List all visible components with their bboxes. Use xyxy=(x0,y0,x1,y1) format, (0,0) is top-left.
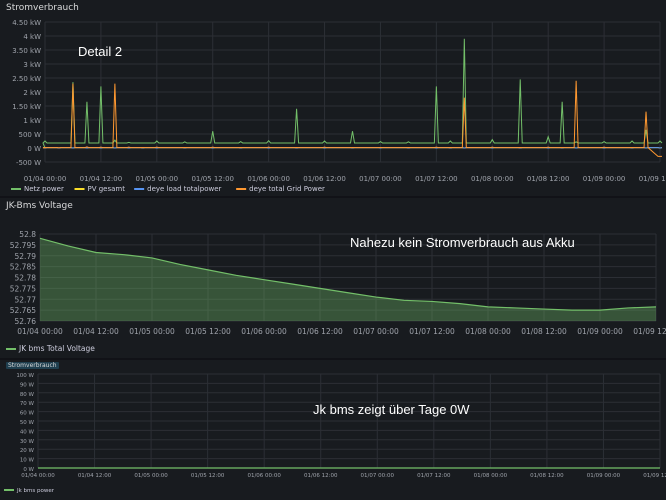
x-tick-label: 01/06 12:00 xyxy=(297,327,343,336)
legend-label: Netz power xyxy=(24,185,64,193)
x-tick-label: 01/04 00:00 xyxy=(24,175,67,183)
x-tick-label: 01/06 12:00 xyxy=(303,175,346,183)
annotation-zero-watt: Jk bms zeigt über Tage 0W xyxy=(313,402,470,417)
x-tick-label: 01/08 00:00 xyxy=(465,327,511,336)
panel-title[interactable]: JK-Bms Voltage xyxy=(6,201,73,211)
x-tick-label: 01/05 00:00 xyxy=(134,473,168,479)
y-tick-label: 90 W xyxy=(20,382,35,388)
x-tick-label: 01/07 12:00 xyxy=(409,327,455,336)
power-chart: -500 W 0 W 500 W 1 kW 1.50 kW 2 kW 2.50 kW 3 kW… xyxy=(11,19,666,193)
x-tick-label: 01/04 00:00 xyxy=(21,473,55,479)
jk-bms-voltage-panel: JK-Bms Voltage 52.76 52.765 52.77 52.775 52.… xyxy=(0,198,666,358)
y-tick-label: 52.76 xyxy=(15,317,37,326)
y-tick-label: 70 W xyxy=(20,401,35,407)
panel-title[interactable]: Stromverbrauch xyxy=(6,3,79,13)
y-tick-label: 52.77 xyxy=(15,295,37,304)
y-tick-label: 10 W xyxy=(20,458,35,464)
y-tick-label: 60 W xyxy=(20,411,35,417)
x-tick-label: 01/06 12:00 xyxy=(304,473,338,479)
x-tick-label: 01/08 12:00 xyxy=(527,175,570,183)
jk-bms-power-panel: Stromverbrauch 0 W 10 W 20 W 30 W 40 W 50 W 60… xyxy=(0,360,666,500)
y-tick-label: 3 kW xyxy=(23,61,41,69)
x-tick-label: 01/04 12:00 xyxy=(78,473,112,479)
legend-label: deye total Grid Power xyxy=(249,185,325,193)
series-line xyxy=(42,80,662,157)
x-tick-label: 01/06 00:00 xyxy=(247,473,281,479)
x-tick-label: 01/06 00:00 xyxy=(241,327,287,336)
y-tick-label: 52.78 xyxy=(15,274,37,283)
legend-label: JK bms Total Voltage xyxy=(18,344,95,353)
x-tick-label: 01/07 12:00 xyxy=(417,473,451,479)
y-tick-label: 30 W xyxy=(20,439,35,445)
x-tick-label: 01/08 00:00 xyxy=(471,175,514,183)
annotation-detail: Detail 2 xyxy=(78,44,123,59)
legend-swatch xyxy=(6,348,16,350)
x-tick-label: 01/04 12:00 xyxy=(80,175,123,183)
x-tick-label: 01/07 00:00 xyxy=(359,175,402,183)
stromverbrauch-panel: Stromverbrauch -500 W 0 W 500 W 1 kW 1.50 kW… xyxy=(0,0,666,196)
x-tick-label: 01/09 00:00 xyxy=(577,327,623,336)
x-tick-label: 01/05 12:00 xyxy=(185,327,231,336)
y-tick-label: 52.775 xyxy=(10,284,36,293)
y-tick-label: 2.50 kW xyxy=(12,75,41,83)
y-tick-label: 3.50 kW xyxy=(12,47,41,55)
y-tick-label: 52.765 xyxy=(10,306,36,315)
y-tick-label: 52.79 xyxy=(15,252,37,261)
y-tick-label: -500 W xyxy=(16,159,41,167)
y-tick-label: 20 W xyxy=(20,448,35,454)
x-tick-label: 01/09 12:00 xyxy=(643,473,666,479)
y-tick-label: 0 W xyxy=(27,145,41,153)
y-tick-label: 52.785 xyxy=(10,263,36,272)
y-tick-label: 500 W xyxy=(18,131,41,139)
x-tick-label: 01/05 00:00 xyxy=(136,175,179,183)
y-tick-label: 0 W xyxy=(23,467,34,473)
x-tick-label: 01/09 00:00 xyxy=(587,473,621,479)
legend-label: deye load totalpower xyxy=(147,185,221,193)
y-tick-label: 1.50 kW xyxy=(12,103,41,111)
x-tick-label: 01/09 12:00 xyxy=(633,327,666,336)
x-tick-label: 01/09 12:00 xyxy=(639,175,666,183)
x-tick-label: 01/04 00:00 xyxy=(17,327,63,336)
x-tick-label: 01/05 12:00 xyxy=(191,175,234,183)
y-tick-label: 4.50 kW xyxy=(12,19,41,27)
x-tick-label: 01/09 00:00 xyxy=(583,175,626,183)
legend-swatch xyxy=(74,188,85,190)
y-tick-label: 52.795 xyxy=(10,241,36,250)
y-tick-label: 100 W xyxy=(16,373,34,379)
legend-swatch xyxy=(236,188,247,190)
series-area xyxy=(40,238,656,321)
x-tick-label: 01/08 00:00 xyxy=(474,473,508,479)
bms-power-chart: 0 W 10 W 20 W 30 W 40 W 50 W 60 W 70 W 80 W 90 W 1… xyxy=(4,373,666,494)
y-tick-label: 80 W xyxy=(20,392,35,398)
y-tick-label: 4 kW xyxy=(23,33,41,41)
annotation-akku: Nahezu kein Stromverbrauch aus Akku xyxy=(350,235,575,250)
y-tick-label: 52.8 xyxy=(19,230,36,239)
x-tick-label: 01/05 00:00 xyxy=(129,327,175,336)
legend-swatch xyxy=(4,489,14,491)
y-tick-label: 50 W xyxy=(20,420,35,426)
y-tick-label: 40 W xyxy=(20,429,35,435)
y-tick-label: 1 kW xyxy=(23,117,41,125)
legend-swatch xyxy=(11,188,21,190)
legend-swatch xyxy=(134,188,145,190)
x-tick-label: 01/08 12:00 xyxy=(521,327,567,336)
legend-label: Jk bms power xyxy=(16,488,55,494)
x-tick-label: 01/07 12:00 xyxy=(415,175,458,183)
y-tick-label: 2 kW xyxy=(23,89,41,97)
series-line xyxy=(42,38,663,149)
x-tick-label: 01/04 12:00 xyxy=(73,327,119,336)
legend-label: PV gesamt xyxy=(88,185,126,193)
x-tick-label: 01/05 12:00 xyxy=(191,473,225,479)
x-tick-label: 01/06 00:00 xyxy=(247,175,290,183)
x-tick-label: 01/07 00:00 xyxy=(361,473,395,479)
panel-title[interactable]: Stromverbrauch xyxy=(6,362,59,369)
x-tick-label: 01/07 00:00 xyxy=(353,327,399,336)
x-tick-label: 01/08 12:00 xyxy=(530,473,564,479)
